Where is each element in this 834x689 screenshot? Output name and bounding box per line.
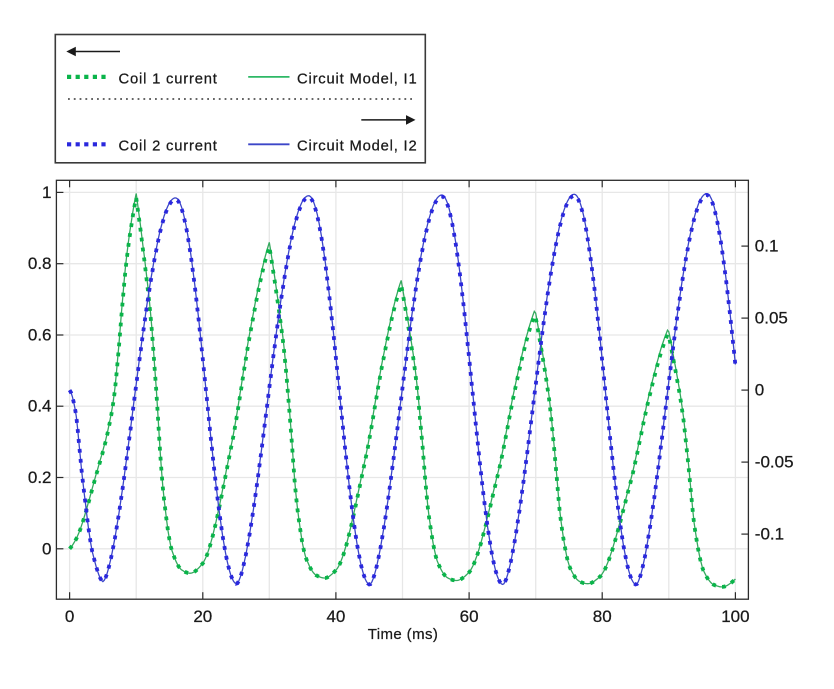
svg-text:Coil 1 current: Coil 1 current: [119, 71, 218, 87]
svg-text:0: 0: [65, 607, 74, 626]
svg-text:Circuit Model, I2: Circuit Model, I2: [297, 139, 418, 155]
svg-text:20: 20: [193, 607, 212, 626]
svg-text:100: 100: [721, 607, 749, 626]
svg-text:0.4: 0.4: [28, 397, 52, 416]
svg-text:0: 0: [755, 381, 764, 400]
svg-text:60: 60: [460, 607, 479, 626]
svg-text:Circuit Model, I1: Circuit Model, I1: [297, 71, 418, 87]
svg-text:0: 0: [42, 539, 51, 558]
svg-text:0.1: 0.1: [755, 237, 779, 256]
svg-text:0.2: 0.2: [28, 468, 52, 487]
svg-text:40: 40: [326, 607, 345, 626]
svg-text:1: 1: [42, 183, 51, 202]
svg-text:-0.1: -0.1: [755, 525, 784, 544]
svg-text:80: 80: [593, 607, 612, 626]
svg-text:0.6: 0.6: [28, 326, 52, 345]
svg-text:0.8: 0.8: [28, 254, 52, 273]
svg-text:0.05: 0.05: [755, 309, 788, 328]
svg-text:Coil 2 current: Coil 2 current: [119, 139, 218, 155]
svg-text:-0.05: -0.05: [755, 453, 794, 472]
svg-text:Time (ms): Time (ms): [368, 626, 439, 643]
